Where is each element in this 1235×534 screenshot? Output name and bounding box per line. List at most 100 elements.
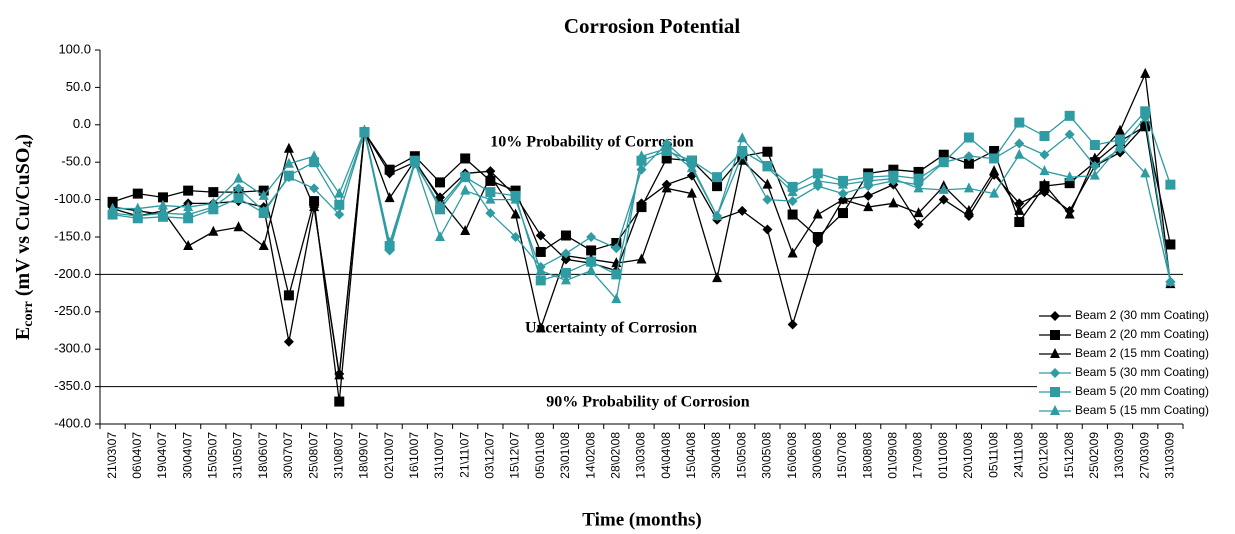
y-title-part: (mV vs Cu/CuSO <box>12 148 34 302</box>
marker <box>107 209 118 220</box>
marker <box>1039 178 1050 189</box>
marker <box>989 145 1000 156</box>
legend-box <box>1037 305 1230 423</box>
y-title-sub: corr <box>21 301 36 327</box>
marker <box>560 230 571 241</box>
marker <box>233 172 244 183</box>
x-tick-label: 03\12\07 <box>483 432 497 479</box>
marker <box>535 230 546 241</box>
marker <box>989 165 1000 176</box>
x-tick-label: 28\02\08 <box>608 432 622 479</box>
marker <box>334 187 345 198</box>
x-tick-label: 30\07\07 <box>281 432 295 479</box>
marker <box>963 151 974 162</box>
marker <box>535 322 546 333</box>
marker <box>938 157 949 168</box>
marker <box>938 183 949 194</box>
x-tick-label: 01\10\08 <box>936 432 950 479</box>
y-tick-label: 100.0 <box>58 41 91 56</box>
x-tick-label: 17\09\08 <box>911 432 925 479</box>
marker <box>435 231 446 241</box>
marker <box>762 178 773 189</box>
y-tick-label: 50.0 <box>66 79 91 94</box>
marker <box>812 208 823 219</box>
marker <box>208 204 219 215</box>
marker <box>787 247 798 258</box>
marker <box>1014 117 1025 128</box>
legend-label: Beam 2 (15 mm Coating) <box>1075 346 1209 360</box>
x-tick-label: 15\07\08 <box>835 432 849 479</box>
x-tick-label: 16\06\08 <box>785 432 799 479</box>
marker <box>183 201 194 212</box>
marker <box>283 290 294 301</box>
marker <box>762 224 773 235</box>
marker <box>1064 208 1075 219</box>
marker <box>510 208 521 219</box>
x-tick-label: 30\05\08 <box>760 432 774 479</box>
legend-marker <box>1050 330 1060 340</box>
legend-marker <box>1050 405 1060 415</box>
marker <box>1140 106 1151 117</box>
legend-label: Beam 5 (30 mm Coating) <box>1075 365 1209 379</box>
marker <box>812 168 823 179</box>
marker <box>460 153 471 164</box>
marker <box>888 197 899 208</box>
marker <box>863 174 874 185</box>
marker <box>208 197 219 208</box>
marker <box>334 199 345 210</box>
marker <box>762 194 773 205</box>
x-tick-label: 05\01\08 <box>533 432 547 479</box>
marker <box>611 237 622 248</box>
marker <box>686 162 697 173</box>
x-tick-label: 01\09\08 <box>886 432 900 479</box>
marker <box>258 239 269 250</box>
marker <box>535 246 546 257</box>
x-tick-label: 27\03\09 <box>1137 432 1151 479</box>
marker <box>132 188 143 199</box>
marker <box>485 169 496 180</box>
marker <box>963 204 974 215</box>
y-tick-label: 0.0 <box>73 116 91 131</box>
marker <box>1165 239 1176 250</box>
marker <box>1014 138 1025 149</box>
x-tick-label: 15\05\07 <box>206 432 220 479</box>
marker <box>283 170 294 181</box>
marker <box>132 213 143 224</box>
marker <box>183 213 194 224</box>
y-tick-label: -150.0 <box>54 228 91 243</box>
marker <box>989 153 1000 164</box>
marker <box>712 172 723 183</box>
marker <box>686 155 697 166</box>
marker <box>787 186 798 197</box>
marker <box>837 178 848 189</box>
y-tick-label: -50.0 <box>61 154 91 169</box>
marker <box>1115 139 1126 150</box>
marker <box>787 196 798 207</box>
marker <box>485 187 496 198</box>
marker <box>510 185 521 196</box>
marker <box>208 187 219 198</box>
marker <box>283 157 294 168</box>
x-tick-label: 20\10\08 <box>961 432 975 479</box>
marker <box>183 185 194 196</box>
marker <box>1014 148 1025 159</box>
x-tick-label: 15\04\08 <box>684 432 698 479</box>
marker <box>712 210 723 221</box>
marker <box>560 248 571 259</box>
x-tick-label: 06\04\07 <box>130 432 144 479</box>
marker <box>712 181 723 192</box>
marker <box>309 201 320 212</box>
marker <box>586 256 597 267</box>
x-axis-title: Time (months) <box>582 509 701 530</box>
marker <box>963 158 974 169</box>
x-tick-label: 15\05\08 <box>734 432 748 479</box>
y-tick-label: -100.0 <box>54 191 91 206</box>
marker <box>1039 149 1050 160</box>
marker <box>334 369 345 380</box>
marker <box>233 221 244 232</box>
marker <box>485 175 496 186</box>
marker <box>913 207 924 218</box>
x-tick-label: 19\04\07 <box>155 432 169 479</box>
marker <box>107 202 118 213</box>
x-tick-label: 02\12\08 <box>1037 432 1051 479</box>
